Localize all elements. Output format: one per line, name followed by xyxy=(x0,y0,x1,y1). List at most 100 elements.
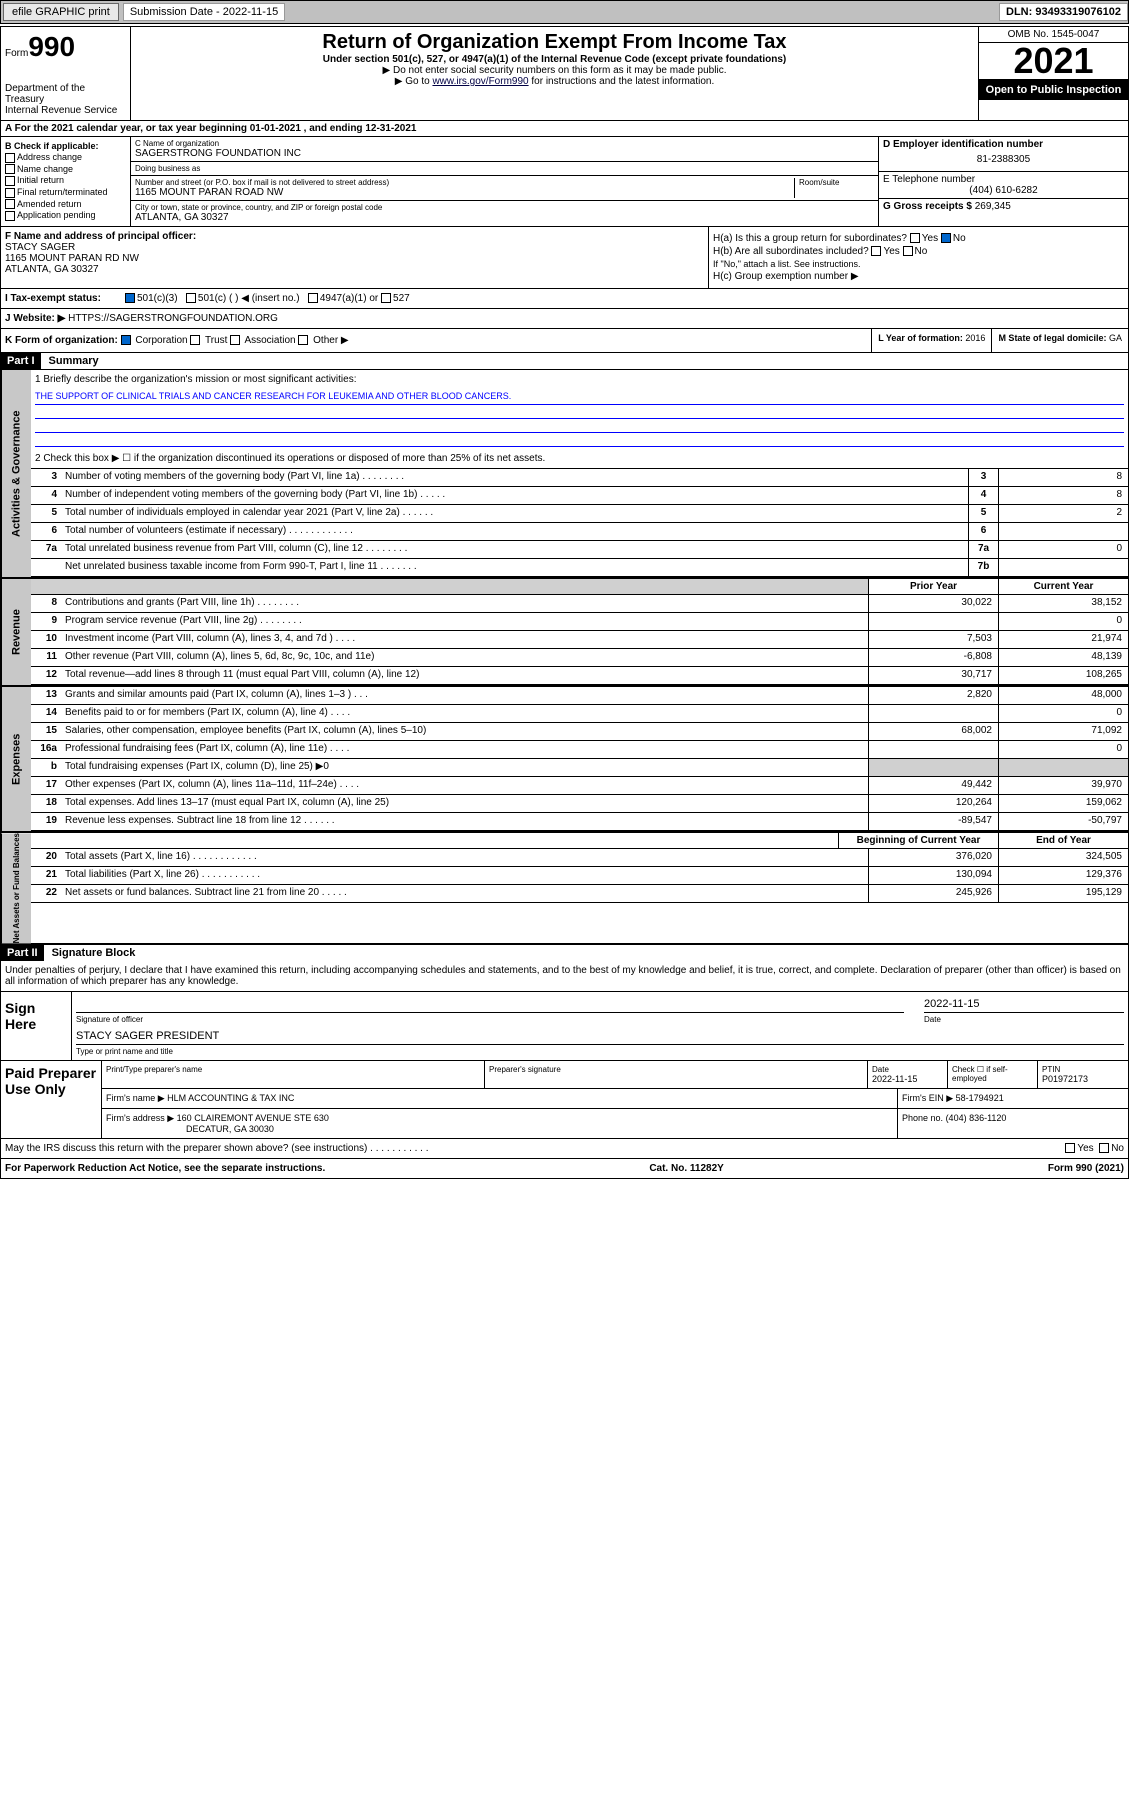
cb-initial[interactable]: Initial return xyxy=(17,175,64,185)
prep-date-label: Date xyxy=(872,1065,943,1074)
col-b-header: B Check if applicable: xyxy=(5,141,126,151)
data-line: 9Program service revenue (Part VIII, lin… xyxy=(31,613,1128,631)
topbar: efile GRAPHIC print Submission Date - 20… xyxy=(0,0,1129,24)
ha-no: No xyxy=(953,233,966,244)
may-no: No xyxy=(1111,1143,1124,1154)
data-line: 15Salaries, other compensation, employee… xyxy=(31,723,1128,741)
m-label: M State of legal domicile: xyxy=(998,333,1106,343)
cb-pending[interactable]: Application pending xyxy=(17,210,96,220)
goto-post: for instructions and the latest informat… xyxy=(529,76,715,87)
prep-sig-label: Preparer's signature xyxy=(489,1065,863,1074)
line2: 2 Check this box ▶ ☐ if the organization… xyxy=(31,449,1128,469)
form-number: 990 xyxy=(28,31,75,62)
k-corp: Corporation xyxy=(135,335,187,346)
firm-ein: 58-1794921 xyxy=(956,1093,1004,1103)
col-b: B Check if applicable: Address change Na… xyxy=(1,137,131,226)
firm-name-label: Firm's name ▶ xyxy=(106,1093,165,1103)
gov-line: Net unrelated business taxable income fr… xyxy=(31,559,1128,577)
j-label: J Website: ▶ xyxy=(5,313,65,324)
cb-name-change[interactable]: Name change xyxy=(17,164,73,174)
gov-line: 4Number of independent voting members of… xyxy=(31,487,1128,505)
current-year-header: Current Year xyxy=(998,579,1128,594)
status-527: 527 xyxy=(393,293,410,304)
i-label: I Tax-exempt status: xyxy=(5,293,125,304)
form-title: Return of Organization Exempt From Incom… xyxy=(135,31,974,54)
submission-date: Submission Date - 2022-11-15 xyxy=(123,3,285,21)
firm-ein-label: Firm's EIN ▶ xyxy=(902,1093,953,1103)
irs-link[interactable]: www.irs.gov/Form990 xyxy=(432,76,528,87)
e-label: E Telephone number xyxy=(883,174,1124,185)
l-val: 2016 xyxy=(965,333,985,343)
gov-line: 5Total number of individuals employed in… xyxy=(31,505,1128,523)
data-line: 14Benefits paid to or for members (Part … xyxy=(31,705,1128,723)
data-line: 13Grants and similar amounts paid (Part … xyxy=(31,687,1128,705)
firm-city: DECATUR, GA 30030 xyxy=(106,1124,893,1134)
data-line: 10Investment income (Part VIII, column (… xyxy=(31,631,1128,649)
phone: (404) 610-6282 xyxy=(883,185,1124,196)
open-public: Open to Public Inspection xyxy=(979,80,1128,100)
k-trust: Trust xyxy=(205,335,227,346)
may-yes: Yes xyxy=(1077,1143,1093,1154)
status-4947: 4947(a)(1) or xyxy=(320,293,378,304)
line1: 1 Briefly describe the organization's mi… xyxy=(31,370,1128,389)
tax-year: 2021 xyxy=(979,43,1128,80)
efile-print-button[interactable]: efile GRAPHIC print xyxy=(3,3,119,21)
k-other: Other ▶ xyxy=(313,335,348,346)
form-prefix: Form xyxy=(5,48,28,59)
c-name-label: C Name of organization xyxy=(135,139,874,148)
dba-label: Doing business as xyxy=(135,164,874,173)
sig-officer-label: Signature of officer xyxy=(76,1015,904,1024)
hc-label: H(c) Group exemption number ▶ xyxy=(713,271,1124,282)
firm-name: HLM ACCOUNTING & TAX INC xyxy=(167,1093,294,1103)
dln: DLN: 93493319076102 xyxy=(999,3,1128,21)
ein: 81-2388305 xyxy=(883,150,1124,169)
data-line: 16aProfessional fundraising fees (Part I… xyxy=(31,741,1128,759)
gov-line: 3Number of voting members of the governi… xyxy=(31,469,1128,487)
side-rev: Revenue xyxy=(1,579,31,685)
officer-city: ATLANTA, GA 30327 xyxy=(5,264,704,275)
g-label: G Gross receipts $ xyxy=(883,201,972,212)
part2-header: Part II xyxy=(1,945,44,961)
gov-line: 6Total number of volunteers (estimate if… xyxy=(31,523,1128,541)
data-line: 11Other revenue (Part VIII, column (A), … xyxy=(31,649,1128,667)
sig-name-label: Type or print name and title xyxy=(76,1047,1124,1056)
k-assoc: Association xyxy=(244,335,295,346)
sig-date: 2022-11-15 xyxy=(924,996,1124,1013)
side-exp: Expenses xyxy=(1,687,31,831)
gross-receipts: 269,345 xyxy=(975,201,1011,212)
d-label: D Employer identification number xyxy=(883,139,1124,150)
form-no: Form 990 (2021) xyxy=(1048,1163,1124,1174)
sign-here: Sign Here xyxy=(1,992,71,1060)
ptin-label: PTIN xyxy=(1042,1065,1124,1074)
ha-label: H(a) Is this a group return for subordin… xyxy=(713,233,907,244)
ssn-note: ▶ Do not enter social security numbers o… xyxy=(135,65,974,76)
data-line: 22Net assets or fund balances. Subtract … xyxy=(31,885,1128,903)
part2-title: Signature Block xyxy=(44,945,144,961)
cb-final[interactable]: Final return/terminated xyxy=(17,187,108,197)
gov-line: 7aTotal unrelated business revenue from … xyxy=(31,541,1128,559)
firm-phone-label: Phone no. xyxy=(902,1113,943,1123)
goto-pre: ▶ Go to xyxy=(395,76,433,87)
side-net: Net Assets or Fund Balances xyxy=(1,833,31,943)
data-line: 12Total revenue—add lines 8 through 11 (… xyxy=(31,667,1128,685)
f-label: F Name and address of principal officer: xyxy=(5,231,704,242)
k-label: K Form of organization: xyxy=(5,335,118,346)
part1-header: Part I xyxy=(1,353,41,369)
org-name: SAGERSTRONG FOUNDATION INC xyxy=(135,148,874,159)
cb-addr-change[interactable]: Address change xyxy=(17,152,82,162)
status-501c: 501(c) ( ) ◀ (insert no.) xyxy=(198,293,300,304)
row-a: A For the 2021 calendar year, or tax yea… xyxy=(1,121,1128,137)
paid-preparer: Paid Preparer Use Only xyxy=(1,1061,101,1138)
data-line: bTotal fundraising expenses (Part IX, co… xyxy=(31,759,1128,777)
mission: THE SUPPORT OF CLINICAL TRIALS AND CANCE… xyxy=(35,391,1124,405)
paperwork: For Paperwork Reduction Act Notice, see … xyxy=(5,1163,325,1174)
cb-amended[interactable]: Amended return xyxy=(17,199,82,209)
hb-label: H(b) Are all subordinates included? xyxy=(713,246,869,257)
form-990: Form990 Department of the Treasury Inter… xyxy=(0,26,1129,1179)
data-line: 17Other expenses (Part IX, column (A), l… xyxy=(31,777,1128,795)
status-501c3: 501(c)(3) xyxy=(137,293,178,304)
addr: 1165 MOUNT PARAN ROAD NW xyxy=(135,187,794,198)
sig-date-label: Date xyxy=(924,1015,1124,1024)
data-line: 18Total expenses. Add lines 13–17 (must … xyxy=(31,795,1128,813)
data-line: 20Total assets (Part X, line 16) . . . .… xyxy=(31,849,1128,867)
